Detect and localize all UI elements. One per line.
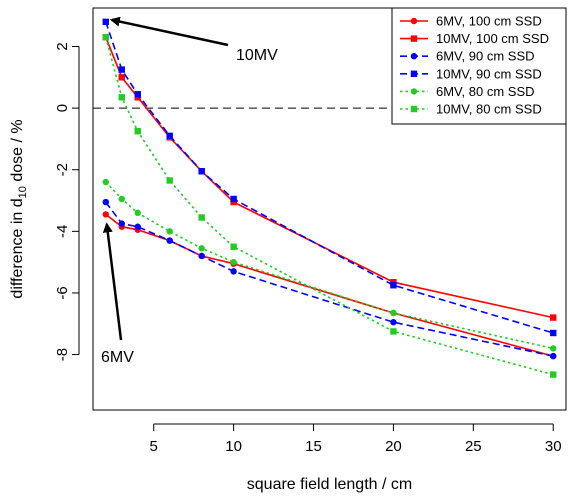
- y-axis-label-subscript: 10: [17, 186, 29, 198]
- data-point-2-7: [550, 352, 557, 360]
- data-point-5-6: [390, 328, 397, 335]
- data-point-1-7: [550, 314, 557, 321]
- annotation-label-10mv: 10MV: [236, 47, 278, 64]
- x-tick-label-5: 30: [545, 438, 562, 455]
- data-point-2-0: [102, 198, 109, 206]
- data-point-3-5: [230, 195, 237, 203]
- y-tick-label-5: 2: [54, 42, 71, 50]
- y-axis-label-suffix: dose / %: [9, 119, 26, 186]
- series-line-2: [105, 201, 554, 357]
- annotation-label-6mv: 6MV: [101, 349, 134, 366]
- data-point-2-6: [390, 319, 397, 326]
- data-point-5-0: [102, 34, 109, 41]
- data-point-5-2: [134, 128, 141, 135]
- legend: 6MV, 100 cm SSD 10MV, 100 cm SSD 6MV, 90 c…: [391, 7, 567, 125]
- x-tick-label-2: 15: [305, 438, 322, 455]
- legend-label-2: 6MV, 90 cm SSD: [436, 49, 535, 64]
- legend-label-1: 10MV, 100 cm SSD: [436, 31, 549, 46]
- data-point-4-0: [102, 178, 109, 186]
- data-point-0-0: [102, 211, 109, 218]
- x-tick-label-4: 25: [465, 438, 482, 455]
- series-line-5: [105, 37, 554, 376]
- data-point-5-3: [166, 177, 173, 184]
- y-tick-label-2: -4: [54, 225, 71, 238]
- annotation-arrow-6mv: [102, 222, 123, 341]
- x-axis-label: square field length / cm: [247, 476, 412, 493]
- data-point-3-1: [118, 66, 125, 73]
- axes-layer: 5 10 15 20 25 30 -8 -6 -4 -2 0 2: [54, 42, 561, 455]
- data-point-2-5: [230, 268, 237, 275]
- data-point-4-5: [230, 258, 237, 266]
- data-point-5-4: [198, 214, 205, 221]
- data-point-3-3: [166, 132, 173, 140]
- data-point-1-1: [118, 74, 125, 81]
- x-tick-label-0: 5: [150, 438, 158, 455]
- data-point-5-7: [550, 371, 557, 378]
- y-tick-label-3: -2: [54, 163, 71, 176]
- data-point-3-7: [550, 329, 557, 337]
- data-point-4-4: [198, 245, 205, 252]
- y-tick-label-4: 0: [54, 104, 71, 112]
- data-point-2-3: [166, 237, 173, 244]
- data-point-3-2: [134, 91, 141, 98]
- legend-marker-5: [410, 105, 418, 113]
- annotations-layer: 10MV 6MV: [101, 16, 278, 366]
- data-point-4-2: [134, 209, 141, 217]
- series-line-0: [105, 213, 554, 357]
- legend-marker-0: [410, 17, 418, 25]
- data-point-2-1: [118, 220, 125, 227]
- y-tick-label-0: -8: [54, 348, 71, 361]
- legend-label-0: 6MV, 100 cm SSD: [436, 14, 542, 29]
- legend-marker-3: [410, 70, 418, 77]
- legend-label-3: 10MV, 90 cm SSD: [436, 66, 542, 81]
- data-point-2-4: [198, 252, 205, 260]
- data-point-4-6: [390, 309, 397, 317]
- data-point-3-4: [198, 168, 205, 175]
- x-tick-label-1: 10: [225, 438, 242, 455]
- data-point-5-1: [118, 94, 125, 101]
- data-point-4-1: [118, 195, 125, 203]
- data-point-2-2: [134, 223, 141, 230]
- legend-label-5: 10MV, 80 cm SSD: [436, 102, 542, 117]
- series-layer: [102, 18, 557, 378]
- legend-marker-1: [410, 35, 418, 42]
- y-tick-label-1: -6: [54, 286, 71, 299]
- plot-area-frame: [92, 7, 567, 411]
- series-line-3: [105, 21, 554, 334]
- data-point-3-6: [390, 282, 397, 289]
- legend-label-4: 6MV, 80 cm SSD: [436, 84, 535, 99]
- series-line-4: [105, 181, 554, 350]
- legend-marker-2: [410, 53, 418, 60]
- data-point-5-5: [230, 243, 237, 250]
- data-point-3-0: [102, 18, 109, 26]
- annotation-arrow-10mv: [109, 16, 229, 47]
- y-axis-label-prefix: difference in d: [9, 198, 26, 298]
- legend-box: [391, 7, 567, 125]
- data-point-4-7: [550, 345, 557, 352]
- x-tick-label-3: 20: [385, 438, 402, 455]
- y-axis-label: difference in d10 dose / %: [9, 119, 29, 298]
- data-point-4-3: [166, 228, 173, 235]
- legend-marker-4: [410, 88, 418, 95]
